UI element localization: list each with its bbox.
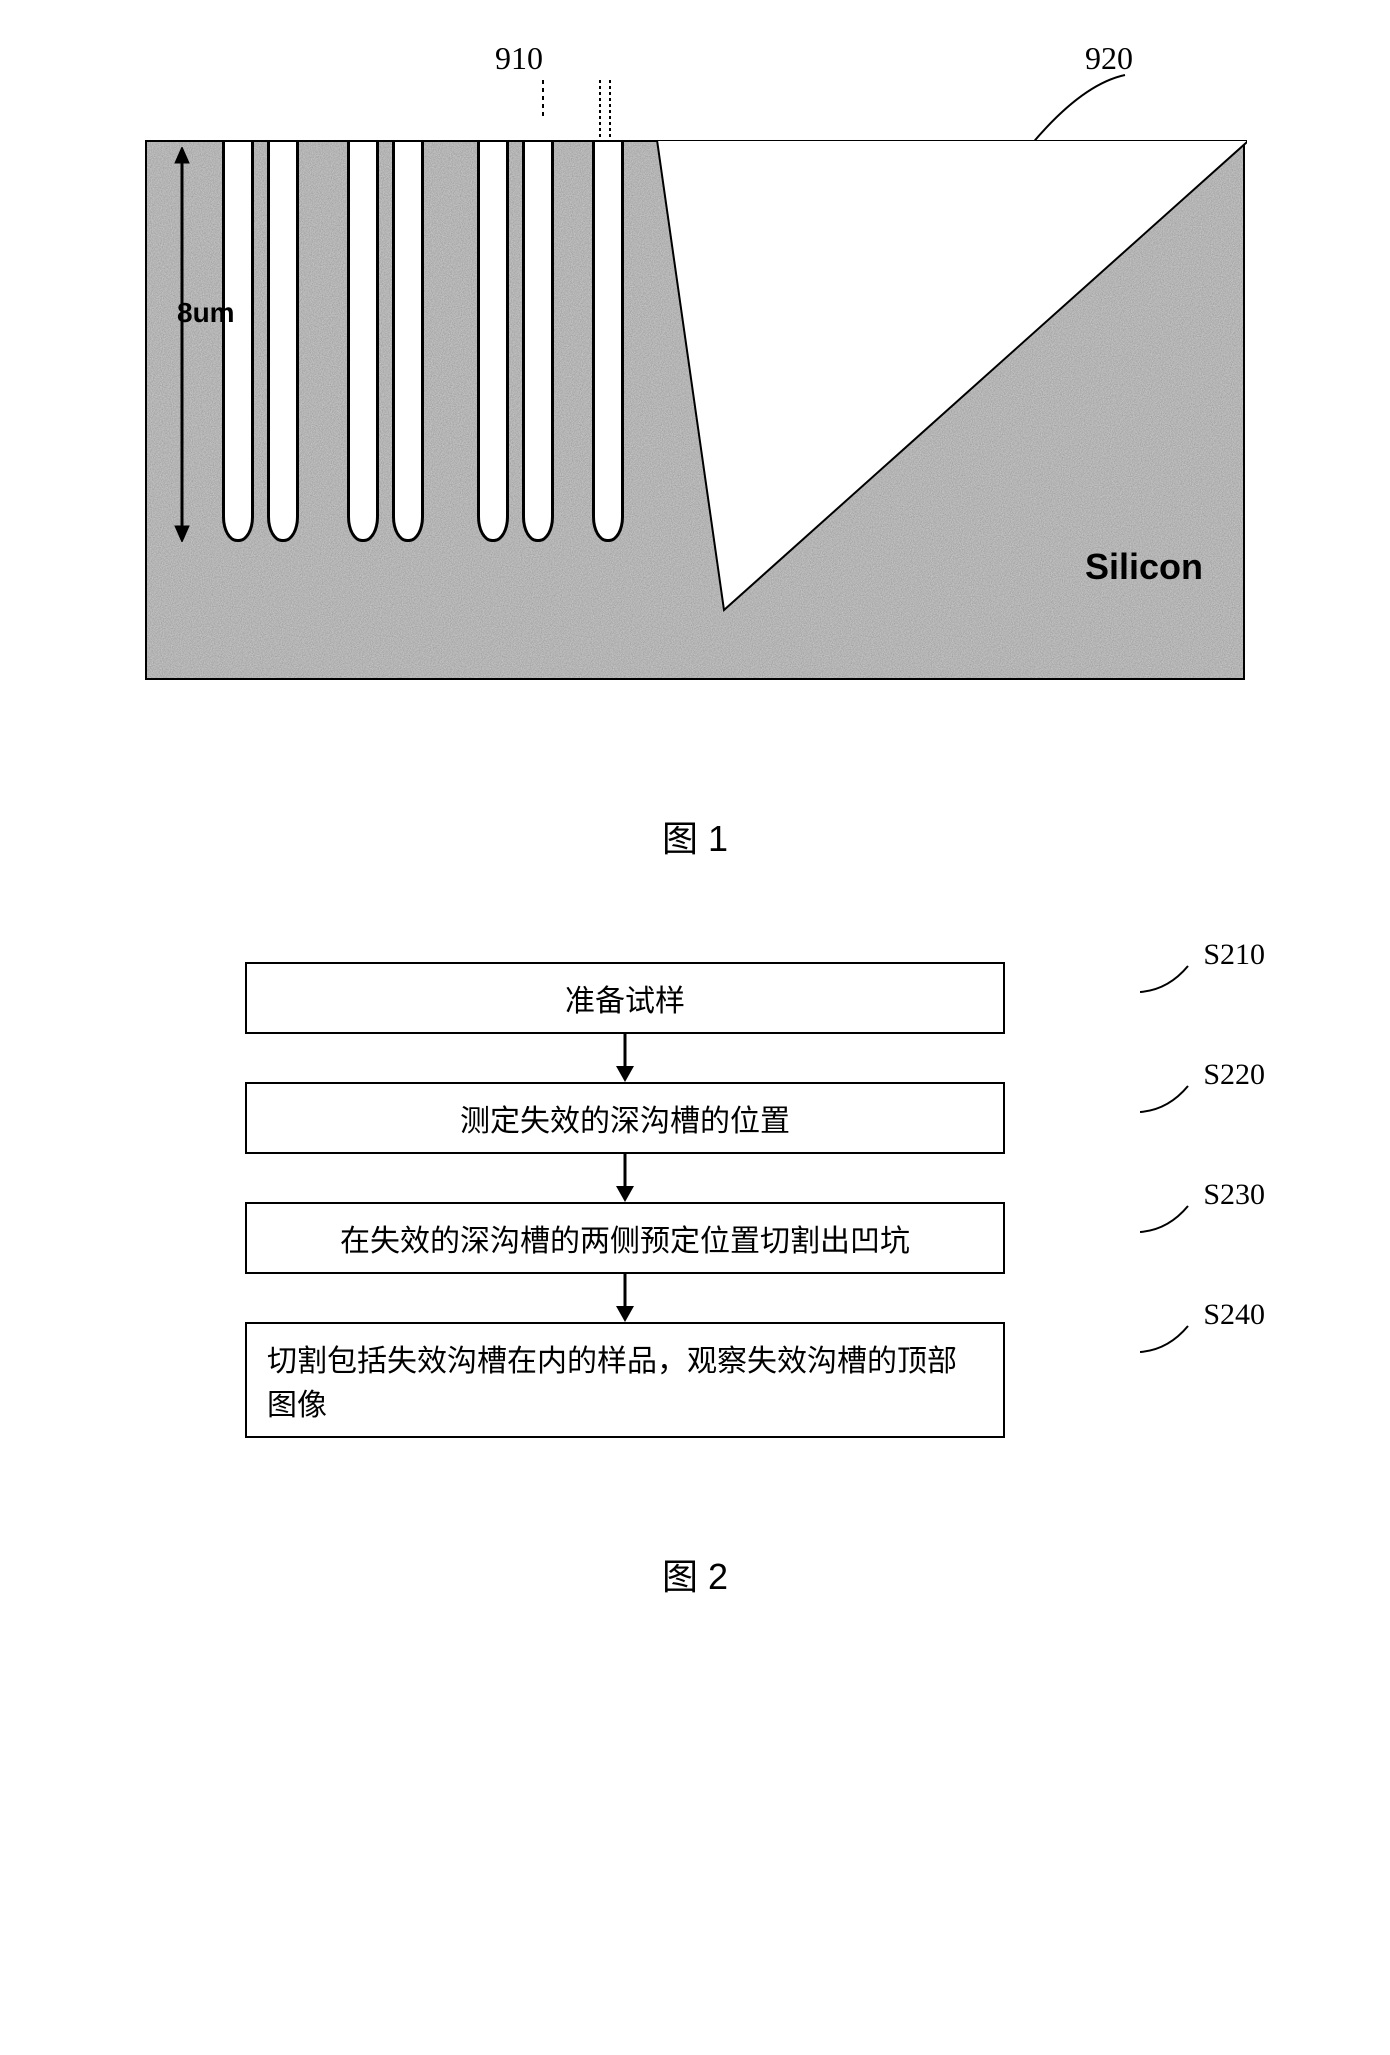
flow-step-s240: 切割包括失效沟槽在内的样品，观察失效沟槽的顶部图像 S240 [245, 1322, 1145, 1438]
flow-box-s210: 准备试样 [245, 962, 1005, 1034]
figure-1-diagram: 910 920 [145, 40, 1245, 740]
figure-1-caption: 图 1 [120, 810, 1270, 862]
flow-box-text: 准备试样 [565, 976, 685, 1020]
down-arrow-icon [613, 1154, 637, 1202]
down-arrow-icon [613, 1274, 637, 1322]
flow-step-s230: 在失效的深沟槽的两侧预定位置切割出凹坑 S230 [245, 1202, 1145, 1274]
flow-arrow-3 [245, 1274, 1005, 1322]
deep-trench-1 [222, 142, 254, 542]
flow-box-s230: 在失效的深沟槽的两侧预定位置切割出凹坑 [245, 1202, 1005, 1274]
leader-s210 [1140, 962, 1195, 997]
depth-arrow-icon [167, 147, 197, 542]
v-notch-shape [647, 140, 1247, 615]
deep-trench-5 [477, 142, 509, 542]
leader-s240 [1140, 1322, 1195, 1357]
deep-trench-4 [392, 142, 424, 542]
figure-2-caption: 图 2 [120, 1548, 1270, 1600]
step-label-s220: S220 [1203, 1058, 1265, 1092]
flow-step-s220: 测定失效的深沟槽的位置 S220 [245, 1082, 1145, 1154]
flow-box-s240: 切割包括失效沟槽在内的样品，观察失效沟槽的顶部图像 [245, 1322, 1005, 1438]
flow-arrow-2 [245, 1154, 1005, 1202]
figure-1-labels: 910 920 [145, 40, 1245, 110]
cross-section: 8um Silicon [145, 140, 1245, 680]
figure-2-flowchart: 准备试样 S210 测定失效的深沟槽的位置 S220 在失效的深沟槽的两侧预定位… [245, 962, 1145, 1478]
flow-box-s220: 测定失效的深沟槽的位置 [245, 1082, 1005, 1154]
deep-trench-6 [522, 142, 554, 542]
label-910: 910 [495, 40, 543, 77]
deep-trench-3 [347, 142, 379, 542]
flow-box-text: 在失效的深沟槽的两侧预定位置切割出凹坑 [340, 1216, 910, 1260]
step-label-s210: S210 [1203, 938, 1265, 972]
deep-trench-2 [267, 142, 299, 542]
step-label-s240: S240 [1203, 1298, 1265, 1332]
substrate-label: Silicon [1085, 546, 1203, 588]
deep-trench-7 [592, 142, 624, 542]
flow-step-s210: 准备试样 S210 [245, 962, 1145, 1034]
down-arrow-icon [613, 1034, 637, 1082]
flow-box-text: 测定失效的深沟槽的位置 [460, 1096, 790, 1140]
flow-box-text: 切割包括失效沟槽在内的样品，观察失效沟槽的顶部图像 [267, 1336, 983, 1424]
leader-s220 [1140, 1082, 1195, 1117]
depth-label: 8um [177, 297, 235, 329]
leader-s230 [1140, 1202, 1195, 1237]
flow-arrow-1 [245, 1034, 1005, 1082]
step-label-s230: S230 [1203, 1178, 1265, 1212]
